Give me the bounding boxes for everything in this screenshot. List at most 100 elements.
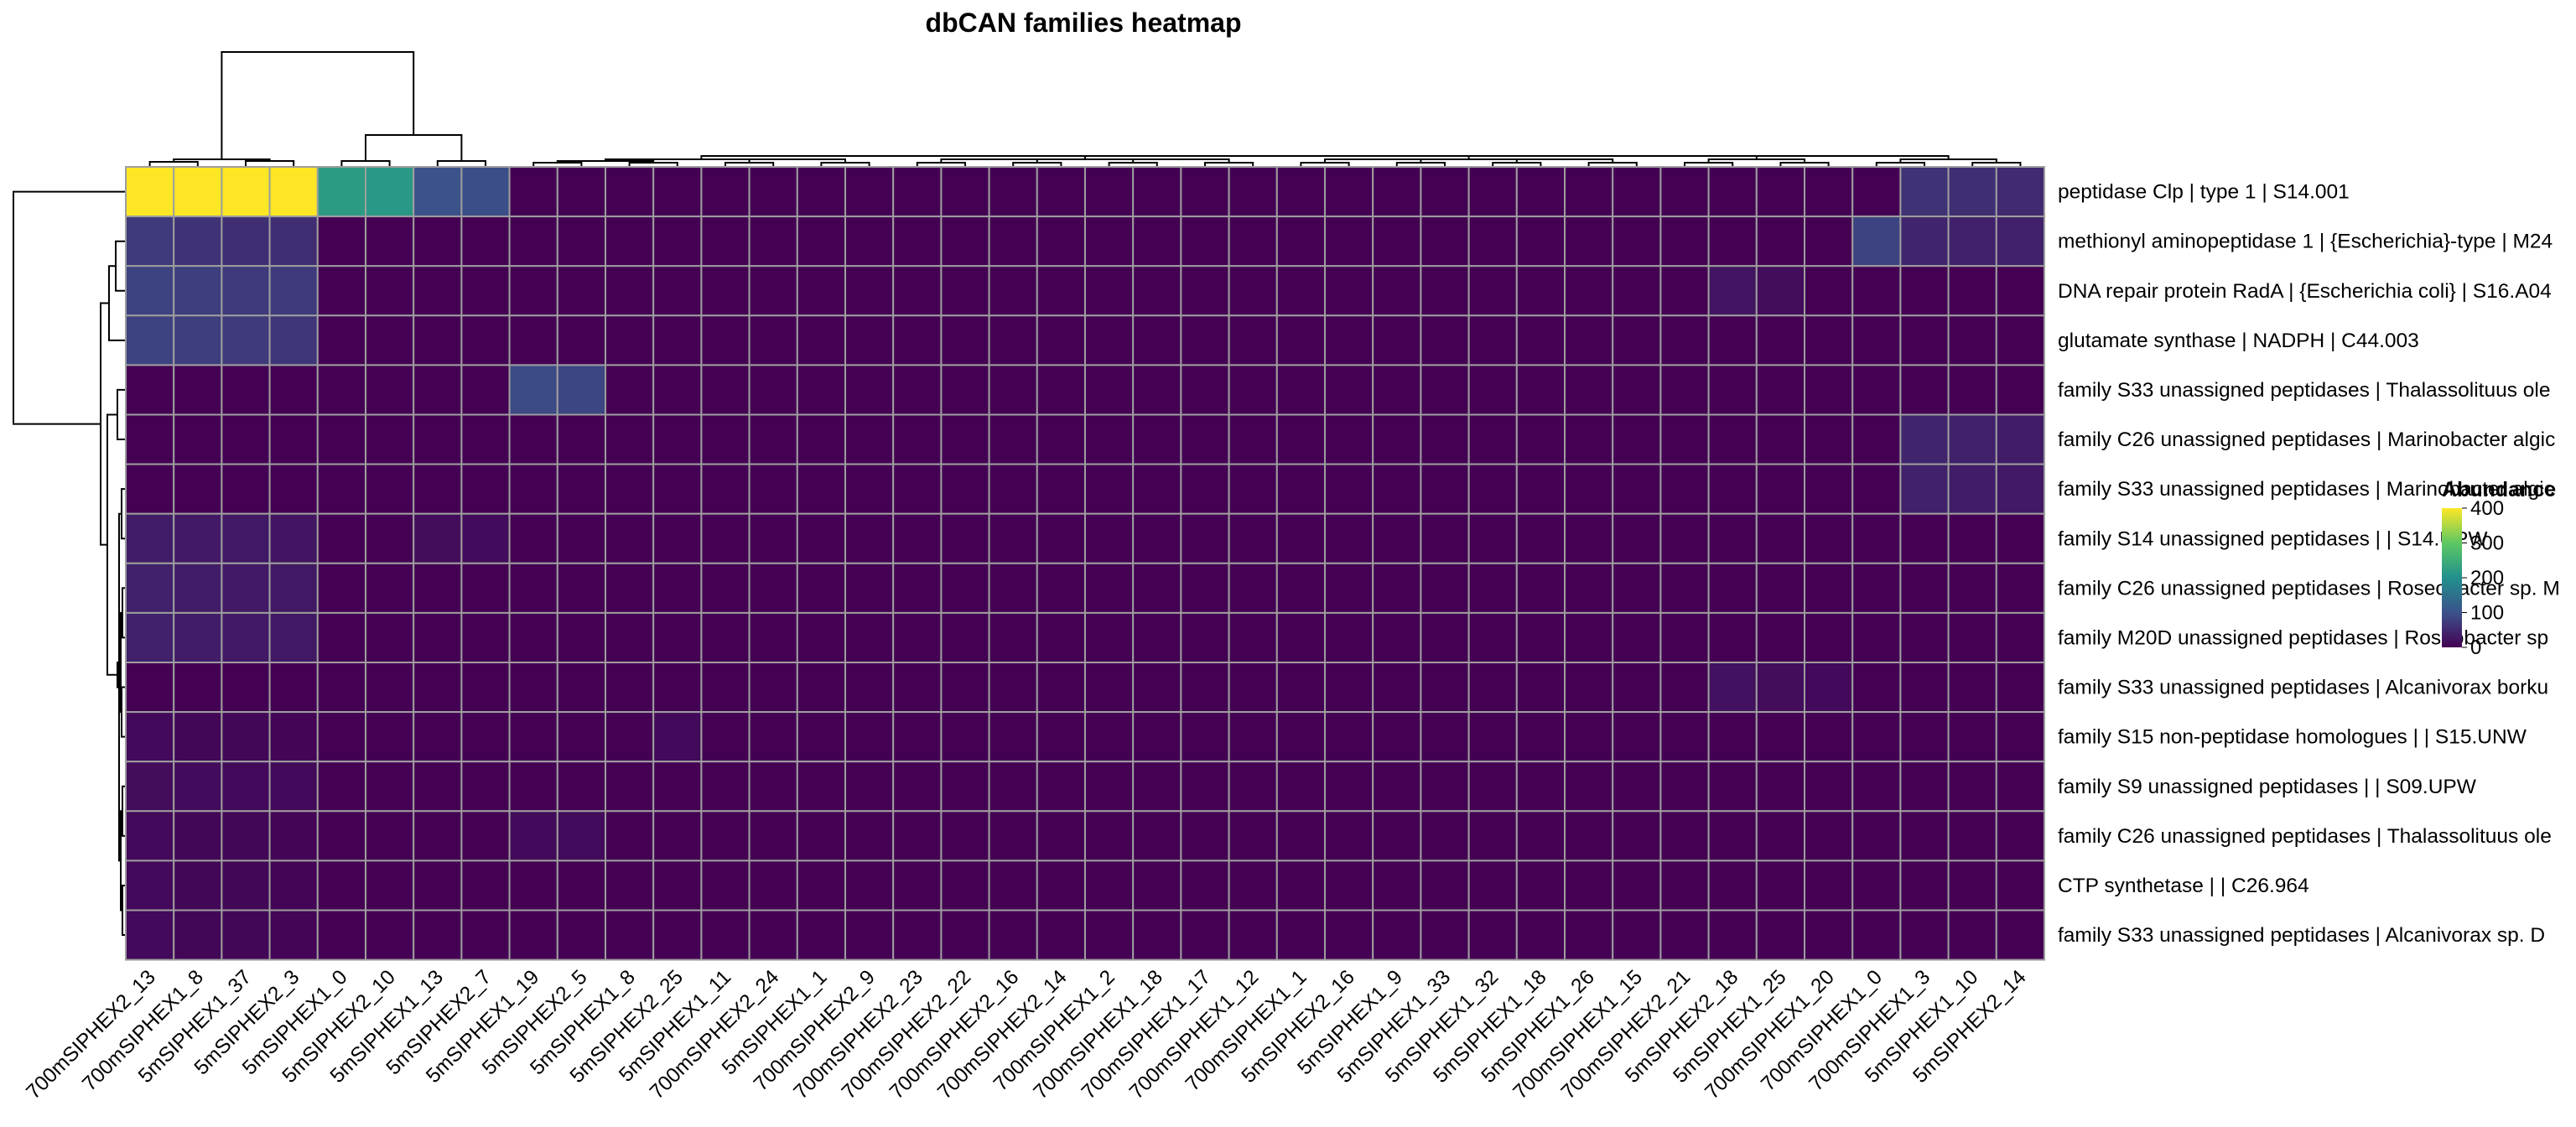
heatmap-cell <box>413 364 463 416</box>
heatmap-cell <box>1228 860 1278 911</box>
heatmap-cell <box>1275 314 1327 366</box>
heatmap-cell <box>1852 611 1902 664</box>
heatmap-cell <box>940 265 990 317</box>
heatmap-cell <box>1804 909 1854 961</box>
heatmap-cell <box>1324 611 1374 664</box>
heatmap-cell <box>892 413 943 465</box>
heatmap-cell <box>1324 314 1374 366</box>
heatmap-cell <box>1707 562 1758 614</box>
heatmap-cell <box>556 216 606 267</box>
heatmap-cell <box>1612 711 1662 763</box>
heatmap-cell <box>652 463 703 515</box>
heatmap-cell <box>1036 711 1087 763</box>
heatmap-cell <box>1275 512 1327 564</box>
row-dendrogram <box>13 190 126 936</box>
row-labels: peptidase Clp | type 1 | S14.001 methiony… <box>2058 181 2560 947</box>
heatmap-cell <box>460 413 511 465</box>
heatmap-cell <box>365 909 415 961</box>
heatmap-cell <box>796 909 846 961</box>
heatmap-cell <box>652 413 703 465</box>
heatmap-cell <box>605 611 655 664</box>
heatmap-cell <box>1467 216 1518 267</box>
heatmap-cell <box>556 662 606 714</box>
heatmap-cell <box>316 364 366 416</box>
heatmap-cell <box>556 711 606 763</box>
dendrogram-branch <box>108 265 126 341</box>
heatmap-cell <box>221 611 271 664</box>
heatmap-cell <box>1804 216 1854 267</box>
heatmap-cell <box>1659 860 1710 911</box>
heatmap-cell <box>796 512 846 564</box>
heatmap-cell <box>556 761 606 813</box>
heatmap-cell <box>413 562 463 614</box>
heatmap-cell <box>125 463 175 515</box>
heatmap-cell <box>652 216 703 267</box>
heatmap-cell <box>796 810 846 862</box>
heatmap-cell <box>1372 463 1422 515</box>
heatmap-cell <box>844 662 895 714</box>
heatmap-cell <box>1324 413 1374 465</box>
heatmap-cell <box>1995 761 2046 813</box>
heatmap-cell <box>1132 909 1182 961</box>
heatmap-cell <box>1707 662 1758 714</box>
heatmap-cell <box>1372 413 1422 465</box>
heatmap-cell <box>1420 265 1470 317</box>
heatmap-cell <box>1515 463 1566 515</box>
heatmap-cell <box>652 314 703 366</box>
heatmap-cell <box>365 512 415 564</box>
heatmap-cell <box>748 413 798 465</box>
heatmap-cell <box>1947 364 1997 416</box>
heatmap-cell <box>125 711 175 763</box>
heatmap-cell <box>221 909 271 961</box>
heatmap-cell <box>1899 810 1950 862</box>
heatmap-cell <box>988 314 1038 366</box>
heatmap-cell <box>1084 562 1135 614</box>
heatmap-cell <box>988 265 1038 317</box>
heatmap-cell <box>844 761 895 813</box>
dendrogram-branch <box>436 160 486 167</box>
heatmap-cell <box>1275 909 1327 961</box>
heatmap-cell <box>460 909 511 961</box>
heatmap-cell <box>508 662 558 714</box>
heatmap-cell <box>796 166 846 218</box>
heatmap-cell <box>988 909 1038 961</box>
heatmap-cell <box>1755 364 1806 416</box>
heatmap-cell <box>460 761 511 813</box>
heatmap-cell <box>1036 810 1087 862</box>
heatmap-cell <box>221 166 271 218</box>
heatmap-cell <box>556 314 606 366</box>
heatmap-cell <box>844 364 895 416</box>
heatmap-cell <box>1372 265 1422 317</box>
heatmap-cell <box>365 413 415 465</box>
heatmap-cell <box>125 364 175 416</box>
heatmap-cell <box>844 512 895 564</box>
heatmap-cell <box>1659 364 1710 416</box>
heatmap-cell <box>892 265 943 317</box>
heatmap-cell <box>1804 662 1854 714</box>
heatmap-cell <box>173 216 223 267</box>
heatmap-cell <box>892 611 943 664</box>
heatmap-cell <box>508 909 558 961</box>
heatmap-cell <box>268 413 319 465</box>
heatmap-cell <box>1036 265 1087 317</box>
heatmap-cell <box>1899 265 1950 317</box>
heatmap-cell <box>940 711 990 763</box>
heatmap-cell <box>221 860 271 911</box>
row-label: peptidase Clp | type 1 | S14.001 <box>2058 181 2350 204</box>
heatmap-cell <box>1228 166 1278 218</box>
heatmap-cell <box>988 860 1038 911</box>
heatmap-cell <box>1036 512 1087 564</box>
heatmap-cell <box>700 216 750 267</box>
heatmap-cell <box>1467 512 1518 564</box>
heatmap-cell <box>988 711 1038 763</box>
heatmap-cell <box>700 761 750 813</box>
heatmap-cell <box>1036 662 1087 714</box>
heatmap-cell <box>748 810 798 862</box>
heatmap-cell <box>1852 413 1902 465</box>
dendrogram-branch <box>13 190 126 425</box>
heatmap-cell <box>316 711 366 763</box>
heatmap-cell <box>413 810 463 862</box>
heatmap-cell <box>1275 265 1327 317</box>
heatmap-cell <box>268 711 319 763</box>
heatmap-cell <box>748 909 798 961</box>
